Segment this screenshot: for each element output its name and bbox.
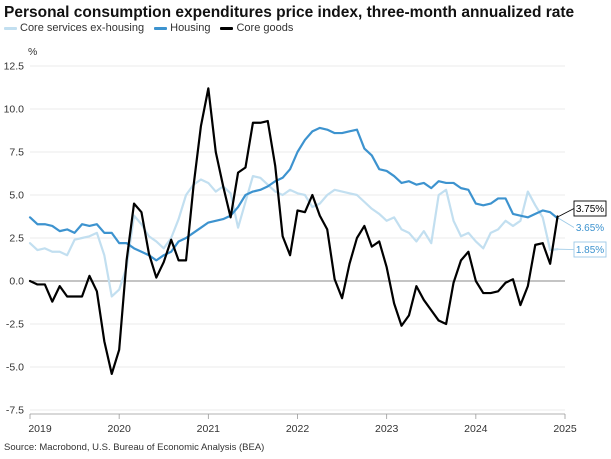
y-tick-label: 0.0 [9, 276, 24, 288]
legend-item-housing: Housing [154, 22, 210, 34]
end-labels: 3.75% 3.65% 1.85% [558, 200, 607, 258]
x-tick-label: 2021 [197, 423, 221, 435]
chart-title: Personal consumption expenditures price … [4, 4, 575, 21]
source-note: Source: Macrobond, U.S. Bureau of Econom… [4, 442, 265, 453]
legend-swatch-housing [154, 26, 168, 30]
x-tick-label: 2024 [464, 423, 488, 435]
x-tick-label: 2020 [107, 423, 131, 435]
series-line-housing [28, 126, 559, 262]
y-tick-label: 12.5 [4, 61, 25, 73]
legend-label-core-services: Core services ex-housing [20, 22, 145, 34]
y-tick-labels: 12.5 10.0 7.5 5.0 2.5 0.0 -2.5 -5.0 -7.5 [4, 61, 25, 417]
x-tick-label: 2019 [28, 423, 52, 435]
end-value-label: 1.85% [576, 245, 604, 256]
y-tick-label: 10.0 [4, 104, 25, 116]
legend: Core services ex-housing Housing Core go… [4, 22, 293, 34]
y-tick-label: 7.5 [9, 147, 24, 159]
x-tick-labels: 2019 2020 2021 2022 2023 2024 2025 [28, 423, 577, 435]
x-tick-label: 2023 [375, 423, 399, 435]
legend-label-core-goods: Core goods [236, 22, 294, 34]
legend-label-housing: Housing [170, 22, 211, 34]
y-tick-label: 5.0 [9, 190, 24, 202]
end-value-label: 3.75% [576, 204, 604, 215]
y-tick-label: -2.5 [6, 319, 24, 331]
legend-swatch-core-goods [220, 26, 234, 30]
end-label-box [574, 220, 606, 235]
series-line-core-services-ex-housing [28, 174, 559, 298]
y-tick-label: -7.5 [6, 405, 24, 417]
y-tick-label: -5.0 [6, 362, 24, 374]
legend-item-core-goods: Core goods [220, 22, 293, 34]
y-tick-label: 2.5 [9, 233, 24, 245]
end-label-leader [558, 217, 575, 228]
series-lines [28, 87, 559, 375]
legend-swatch-core-services [4, 26, 17, 30]
x-tick-label: 2022 [286, 423, 310, 435]
end-value-label: 3.65% [576, 223, 604, 234]
end-label-leader [558, 208, 575, 217]
x-tick-label: 2025 [553, 423, 577, 435]
series-line-core-goods [28, 87, 559, 375]
y-axis-unit-label: % [28, 46, 37, 58]
legend-item-core-services: Core services ex-housing [4, 22, 144, 34]
end-label-box [573, 241, 607, 258]
end-label-box [573, 200, 607, 217]
